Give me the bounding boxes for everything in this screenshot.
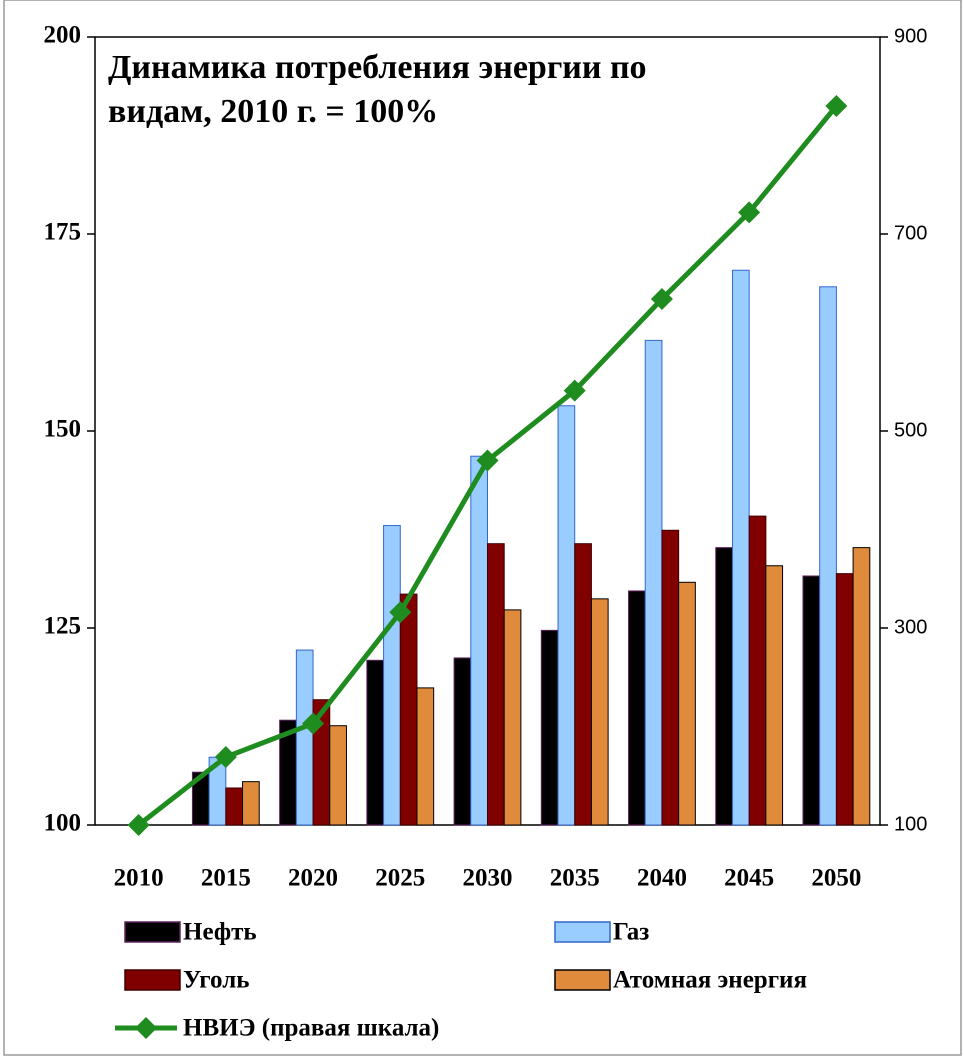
x-tick-label: 2025 — [375, 865, 425, 892]
bar — [242, 781, 260, 826]
y2-tick-label: 700 — [894, 222, 927, 244]
legend-label: Атомная энергия — [613, 967, 807, 994]
bar — [715, 547, 733, 826]
bar — [661, 529, 680, 826]
bar — [748, 515, 767, 826]
marker — [302, 712, 325, 735]
bar — [765, 565, 784, 826]
x-tick-label: 2045 — [724, 865, 774, 892]
x-tick-label: 2050 — [811, 865, 861, 892]
bar — [416, 687, 435, 826]
y-tick-label: 150 — [44, 416, 82, 443]
y-tick-label: 175 — [44, 219, 82, 246]
x-tick-label: 2015 — [201, 865, 251, 892]
x-tick-label: 2020 — [288, 865, 338, 892]
bar — [540, 629, 559, 826]
bar — [366, 659, 385, 826]
marker — [650, 288, 673, 311]
bar — [644, 339, 663, 826]
bar — [678, 581, 696, 826]
bar — [802, 575, 821, 826]
legend-swatch — [554, 969, 611, 991]
marker — [563, 379, 586, 402]
bar — [628, 590, 646, 826]
y2-tick-label: 100 — [894, 813, 927, 835]
legend-swatch — [124, 969, 181, 991]
bar — [503, 609, 522, 826]
y2-tick-label: 300 — [894, 616, 927, 638]
marker — [476, 449, 499, 472]
legend-label: НВИЭ (правая шкала) — [183, 1015, 439, 1042]
legend-label: Нефть — [183, 919, 257, 946]
legend-label: Газ — [613, 919, 649, 946]
bar — [383, 525, 401, 826]
bar — [225, 787, 244, 826]
bar — [819, 286, 837, 826]
bar — [574, 543, 592, 826]
marker — [738, 201, 761, 224]
bar — [590, 598, 609, 826]
x-tick-label: 2040 — [637, 865, 687, 892]
bar — [835, 573, 854, 826]
x-tick-label: 2035 — [550, 865, 600, 892]
legend-swatch — [124, 921, 181, 943]
legend-marker — [135, 1017, 157, 1039]
marker — [389, 601, 412, 624]
marker — [825, 94, 848, 117]
bar — [487, 543, 505, 826]
chart-title: Динамика потребления энергии по видам, 2… — [108, 49, 647, 130]
bar — [399, 593, 418, 826]
y-tick-label: 125 — [44, 613, 82, 640]
legend-swatch — [554, 921, 611, 943]
bar — [453, 657, 472, 826]
bar — [295, 649, 314, 826]
marker — [127, 814, 150, 836]
bar — [470, 455, 488, 826]
bar — [731, 269, 750, 826]
marker — [214, 746, 237, 769]
x-tick-label: 2030 — [463, 865, 513, 892]
y-tick-label: 100 — [44, 810, 82, 837]
y2-tick-label: 900 — [894, 25, 927, 47]
bar — [557, 405, 576, 826]
x-tick-label: 2010 — [114, 865, 164, 892]
y2-tick-label: 500 — [894, 419, 927, 441]
legend-label: Уголь — [183, 967, 249, 994]
bar — [852, 547, 871, 826]
bar — [329, 725, 347, 826]
y-tick-label: 200 — [44, 22, 82, 49]
